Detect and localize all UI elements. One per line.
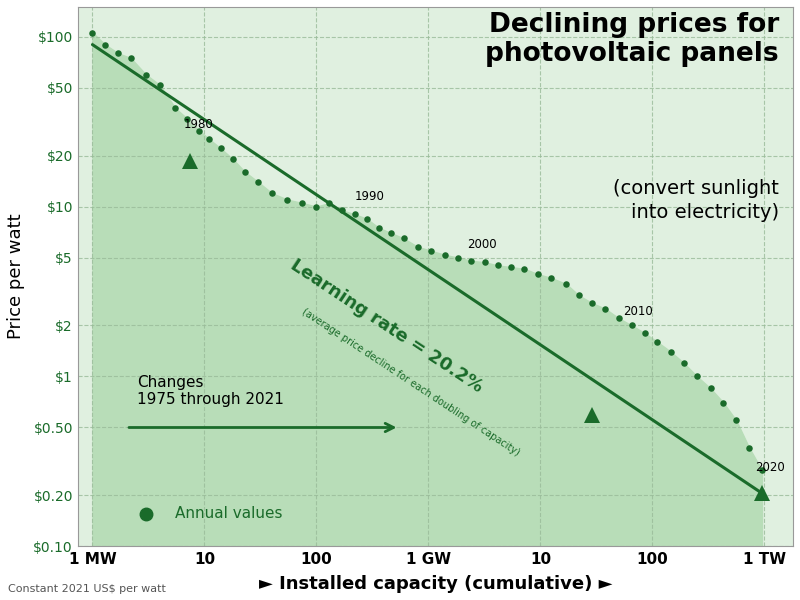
Point (169, 103, 182, 113)
Point (505, 262, 518, 272)
Point (139, 70, 152, 79)
Text: 2010: 2010 (623, 305, 653, 318)
Point (465, 256, 478, 266)
Point (202, 134, 215, 144)
Text: Declining prices for
photovoltaic panels: Declining prices for photovoltaic panels (485, 13, 778, 67)
Point (323, 198, 336, 208)
Point (86, 28, 99, 37)
Point (625, 320, 638, 330)
Point (690, 371, 703, 381)
Point (181, 114, 194, 124)
Text: 2020: 2020 (755, 461, 785, 475)
Point (193, 126, 206, 136)
Point (717, 398, 730, 407)
Point (349, 209, 362, 219)
Text: Changes
1975 through 2021: Changes 1975 through 2021 (137, 374, 284, 407)
Point (310, 202, 323, 211)
Text: 1990: 1990 (355, 190, 385, 203)
Point (99, 40, 112, 49)
Point (678, 358, 690, 368)
Point (742, 443, 755, 452)
Point (531, 269, 544, 279)
Point (112, 49, 125, 58)
Point (125, 53, 138, 63)
Point (612, 313, 625, 323)
Point (226, 154, 239, 164)
Point (384, 228, 397, 238)
Point (586, 298, 598, 308)
Point (238, 167, 251, 177)
Point (599, 304, 612, 314)
Point (452, 253, 465, 263)
Point (664, 347, 677, 356)
Point (492, 260, 505, 270)
Point (518, 264, 531, 274)
Text: 2000: 2000 (467, 238, 497, 251)
Y-axis label: Price per watt: Price per watt (7, 214, 25, 340)
Point (638, 328, 651, 338)
Point (360, 214, 373, 223)
Text: (convert sunlight
into electricity): (convert sunlight into electricity) (613, 179, 778, 222)
Point (296, 198, 309, 208)
Text: (average price decline for each doubling of capacity): (average price decline for each doubling… (300, 307, 522, 458)
Point (704, 383, 717, 393)
Point (251, 177, 264, 187)
Point (411, 242, 424, 251)
Point (398, 233, 410, 243)
Text: Annual values: Annual values (175, 506, 283, 521)
Point (214, 143, 227, 153)
Point (438, 250, 451, 260)
Point (545, 273, 558, 283)
Point (154, 80, 166, 90)
X-axis label: ► Installed capacity (cumulative) ►: ► Installed capacity (cumulative) ► (259, 575, 613, 593)
Point (730, 416, 742, 425)
Point (425, 246, 438, 256)
Point (372, 223, 385, 233)
Point (650, 337, 663, 347)
Point (560, 279, 573, 289)
Point (281, 195, 294, 205)
Point (478, 257, 491, 267)
Text: 1980: 1980 (183, 118, 214, 131)
Point (755, 466, 768, 475)
Point (573, 290, 586, 300)
Point (336, 206, 349, 215)
Text: Constant 2021 US$ per watt: Constant 2021 US$ per watt (8, 584, 166, 594)
Text: Learning rate = 20.2%: Learning rate = 20.2% (287, 256, 486, 396)
Point (266, 188, 278, 198)
